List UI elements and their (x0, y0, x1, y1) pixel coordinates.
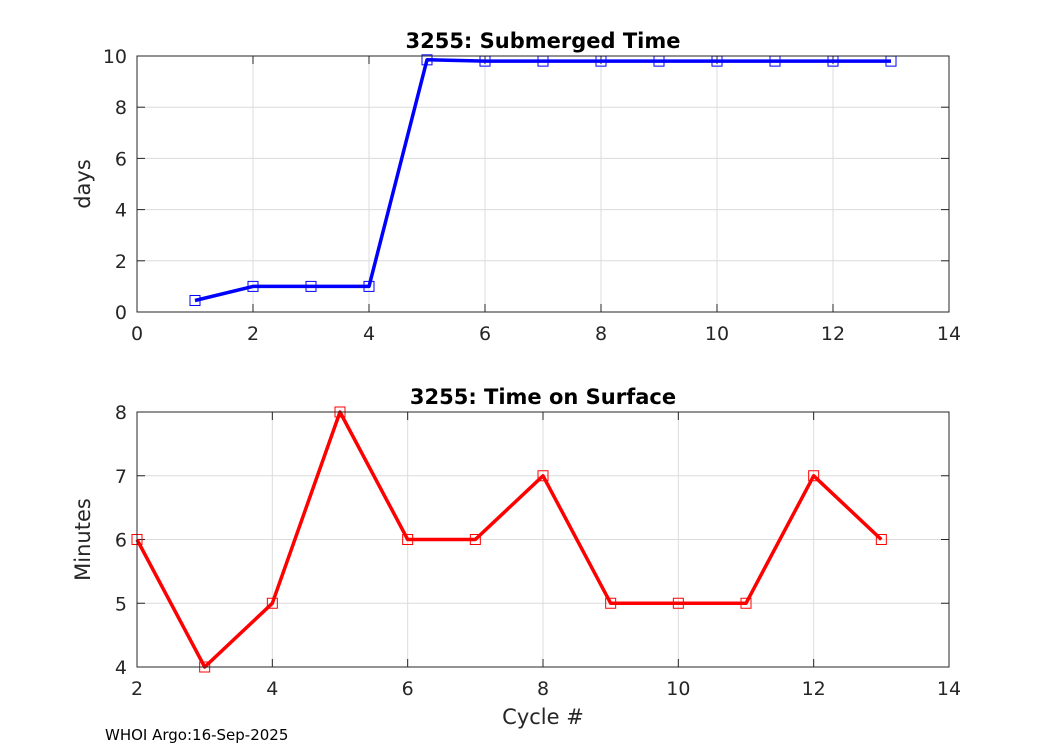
x-tick-label: 2 (131, 678, 143, 700)
x-tick-label: 4 (363, 323, 375, 345)
y-tick-label: 4 (115, 200, 127, 222)
x-tick-label: 14 (937, 323, 961, 345)
x-tick-label: 12 (821, 323, 845, 345)
x-tick-label: 10 (666, 678, 690, 700)
data-point (189, 294, 201, 306)
x-tick-label: 8 (537, 678, 549, 700)
y-tick-label: 7 (115, 466, 127, 488)
data-point (740, 597, 752, 609)
x-tick-label: 4 (266, 678, 278, 700)
data-point (305, 280, 317, 292)
y-tick-label: 4 (115, 657, 127, 679)
x-tick-label: 6 (402, 678, 414, 700)
chart-title: 3255: Submerged Time (405, 29, 680, 53)
y-tick-label: 8 (115, 402, 127, 424)
axes-frame (136, 411, 950, 668)
y-tick-label: 2 (115, 251, 127, 273)
chart-title: 3255: Time on Surface (410, 385, 676, 409)
x-tick-label: 0 (131, 323, 143, 345)
data-point (875, 534, 887, 545)
y-axis-label: days (71, 159, 95, 209)
y-axis-label: Minutes (71, 498, 95, 581)
data-point (808, 470, 820, 482)
x-tick-label: 14 (937, 678, 961, 700)
submerged-time-chart: 0 2 4 6 8 10 12 14 0 2 4 6 8 10 3255: Submerged Time da… (71, 29, 961, 345)
data-point (363, 280, 375, 292)
data-point (537, 470, 549, 482)
series-line (194, 58, 891, 303)
data-point (247, 280, 259, 292)
series-line (135, 410, 883, 669)
y-tick-label: 5 (115, 593, 127, 615)
data-point (266, 597, 278, 609)
x-tick-label: 10 (705, 323, 729, 345)
data-point (402, 534, 414, 545)
y-tick-label: 8 (115, 97, 127, 119)
x-tick-label: 6 (479, 323, 491, 345)
y-tick-label: 6 (115, 530, 127, 552)
x-tick-label: 12 (802, 678, 826, 700)
x-tick-label: 2 (247, 323, 259, 345)
data-point (421, 54, 433, 66)
data-point (672, 597, 684, 609)
plot-area (137, 56, 949, 312)
data-point (469, 534, 481, 545)
axes-frame (136, 55, 950, 313)
footer-credit: WHOI Argo:16-Sep-2025 (105, 726, 289, 744)
y-tick-label: 10 (103, 46, 127, 68)
x-axis-label: Cycle # (502, 705, 584, 729)
y-tick-label: 0 (115, 302, 127, 324)
x-tick-label: 8 (595, 323, 607, 345)
y-tick-label: 6 (115, 148, 127, 170)
data-point (605, 597, 617, 609)
